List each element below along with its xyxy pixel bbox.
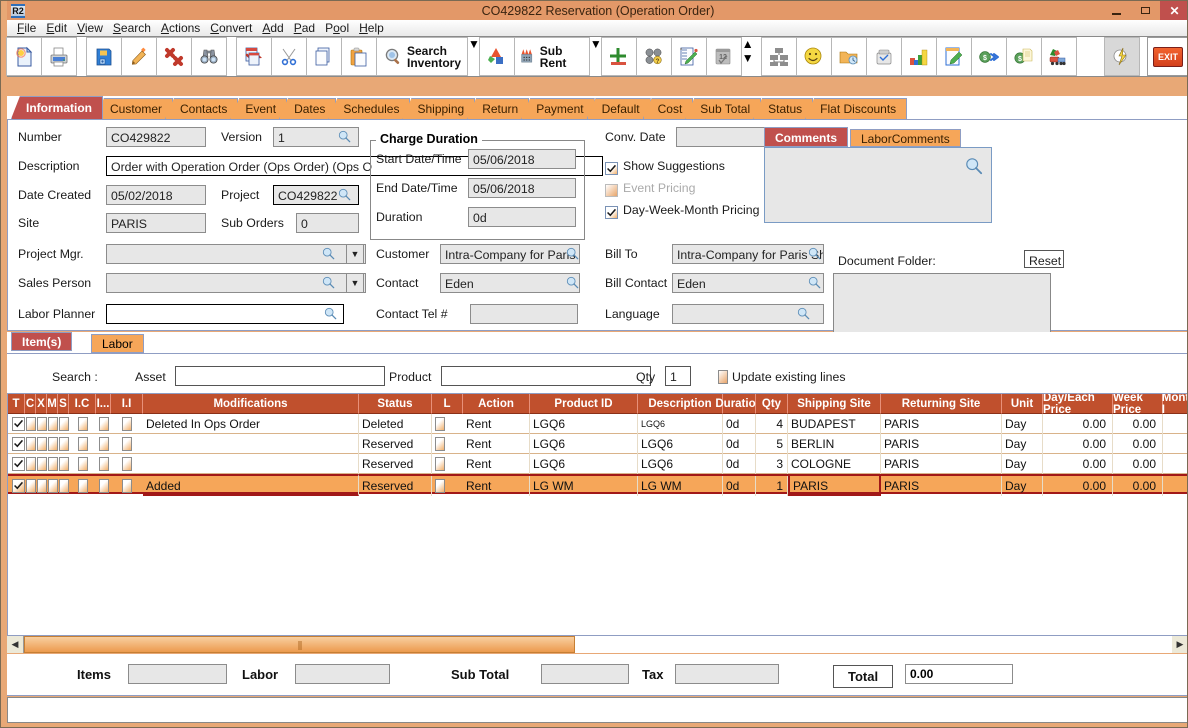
svg-text:?: ? xyxy=(655,59,659,65)
svg-text:$: $ xyxy=(983,55,987,62)
svg-text:$: $ xyxy=(1018,56,1022,63)
